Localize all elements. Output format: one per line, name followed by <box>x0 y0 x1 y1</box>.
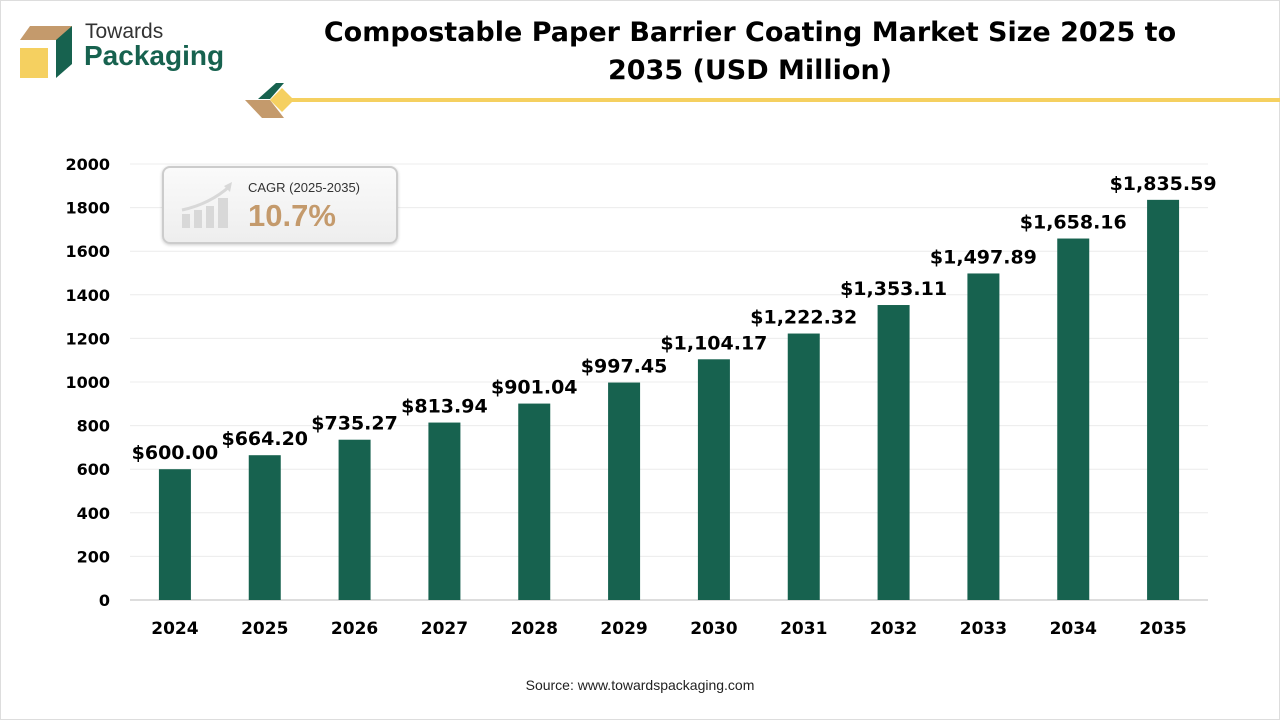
cagr-box: CAGR (2025-2035) 10.7% <box>162 166 398 244</box>
x-tick-label: 2028 <box>511 619 558 639</box>
data-label: $600.00 <box>132 442 219 464</box>
bar <box>608 382 641 600</box>
y-tick-label: 1200 <box>65 329 110 348</box>
cagr-label: CAGR (2025-2035) <box>248 180 360 195</box>
data-label: $1,497.89 <box>930 246 1037 268</box>
growth-chart-icon <box>181 182 232 228</box>
bar <box>518 403 551 600</box>
cagr-value: 10.7% <box>248 198 336 233</box>
data-label: $1,353.11 <box>840 278 947 300</box>
logo-text-towards: Towards <box>85 20 164 43</box>
data-label: $1,104.17 <box>660 332 767 354</box>
data-label: $1,658.16 <box>1020 212 1127 234</box>
bar <box>248 455 281 600</box>
x-tick-label: 2024 <box>151 619 198 639</box>
y-tick-label: 800 <box>77 417 110 436</box>
bar <box>338 439 371 600</box>
x-tick-label: 2026 <box>331 619 378 639</box>
bar <box>877 305 910 600</box>
data-label: $1,835.59 <box>1110 173 1217 195</box>
x-tick-label: 2029 <box>600 619 647 639</box>
x-tick-label: 2032 <box>870 619 917 639</box>
data-label: $664.20 <box>221 428 308 450</box>
data-label: $1,222.32 <box>750 307 857 329</box>
bar <box>697 359 730 600</box>
y-tick-label: 1600 <box>65 242 110 261</box>
title-underline-decoration <box>245 83 1280 118</box>
y-tick-label: 1800 <box>65 199 110 218</box>
x-tick-label: 2027 <box>421 619 468 639</box>
bar <box>158 469 191 600</box>
y-tick-label: 0 <box>99 591 110 610</box>
y-tick-label: 2000 <box>65 155 110 174</box>
x-tick-label: 2034 <box>1050 619 1097 639</box>
data-label: $997.45 <box>581 356 668 378</box>
bar <box>787 333 820 600</box>
x-tick-label: 2025 <box>241 619 288 639</box>
logo-icon <box>20 26 72 78</box>
x-tick-label: 2033 <box>960 619 1007 639</box>
y-tick-label: 600 <box>77 460 110 479</box>
y-tick-label: 1000 <box>65 373 110 392</box>
data-label: $735.27 <box>311 413 398 435</box>
bar <box>967 273 1000 600</box>
data-label: $901.04 <box>491 377 578 399</box>
source-note: Source: www.towardspackaging.com <box>525 677 755 693</box>
x-tick-label: 2031 <box>780 619 827 639</box>
y-tick-label: 400 <box>77 504 110 523</box>
logo-text-packaging: Packaging <box>84 40 225 71</box>
y-tick-label: 1400 <box>65 286 110 305</box>
chart-title: Compostable Paper Barrier Coating Market… <box>323 17 1177 86</box>
bar <box>1147 199 1180 601</box>
x-tick-label: 2035 <box>1139 619 1186 639</box>
bar <box>1057 238 1090 600</box>
data-label: $813.94 <box>401 396 488 418</box>
y-tick-label: 200 <box>77 547 110 566</box>
bar <box>428 422 461 600</box>
x-tick-label: 2030 <box>690 619 737 639</box>
